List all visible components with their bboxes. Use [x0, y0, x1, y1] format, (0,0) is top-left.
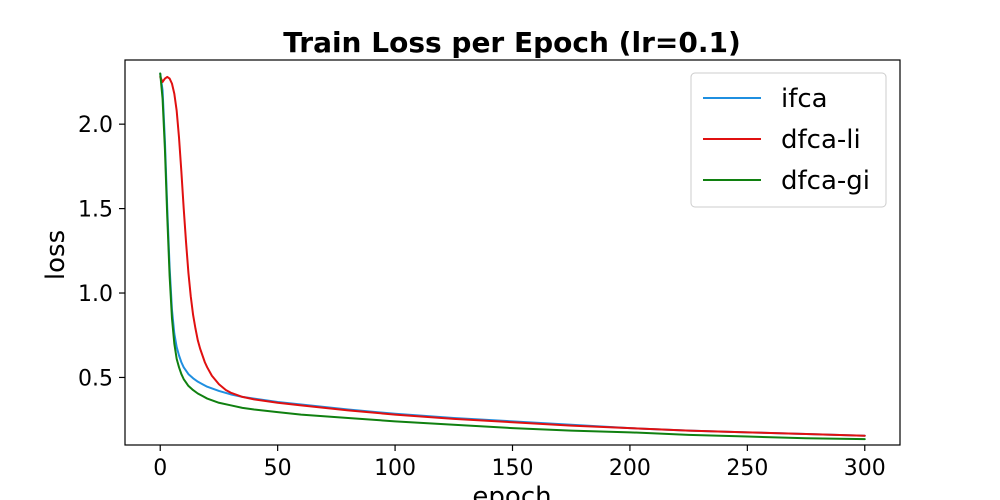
legend-box — [690, 72, 887, 208]
y-tick-label: 1.0 — [78, 282, 113, 307]
series-line-dfca-li — [159, 75, 866, 437]
x-tick-label: 300 — [844, 456, 886, 481]
legend-label-dfca-gi: dfca-gi — [781, 166, 870, 196]
x-tick-label: 250 — [726, 456, 768, 481]
x-tick-label: 50 — [264, 456, 292, 481]
y-tick-label: 2.0 — [78, 113, 113, 138]
legend-label-dfca-li: dfca-li — [781, 125, 861, 155]
x-tick-label: 200 — [609, 456, 651, 481]
series-line-dfca-gi — [159, 72, 866, 441]
y-axis-label: loss — [41, 230, 71, 280]
x-tick-label: 150 — [492, 456, 534, 481]
x-tick-label: 100 — [374, 456, 416, 481]
y-tick-label: 1.5 — [78, 198, 113, 223]
x-tick-label: 0 — [153, 456, 167, 481]
legend-label-ifca: ifca — [781, 84, 828, 114]
x-axis-ticks: 0 50 100 150 200 250 300 — [153, 445, 886, 481]
series-layer — [159, 72, 866, 441]
y-tick-label: 0.5 — [78, 366, 113, 391]
x-axis-label: epoch — [472, 482, 551, 500]
y-axis-ticks: 0.5 1.0 1.5 2.0 — [78, 113, 125, 391]
chart-title: Train Loss per Epoch (lr=0.1) — [283, 26, 741, 59]
legend: ifca dfca-li dfca-gi — [690, 72, 887, 208]
